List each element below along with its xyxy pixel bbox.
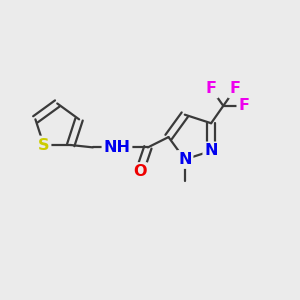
Text: O: O: [133, 164, 146, 179]
Text: F: F: [230, 82, 241, 97]
Text: N: N: [204, 143, 218, 158]
Text: NH: NH: [103, 140, 130, 155]
Text: F: F: [238, 98, 249, 113]
Text: N: N: [178, 152, 191, 167]
Text: F: F: [206, 82, 217, 97]
Text: S: S: [38, 137, 50, 152]
